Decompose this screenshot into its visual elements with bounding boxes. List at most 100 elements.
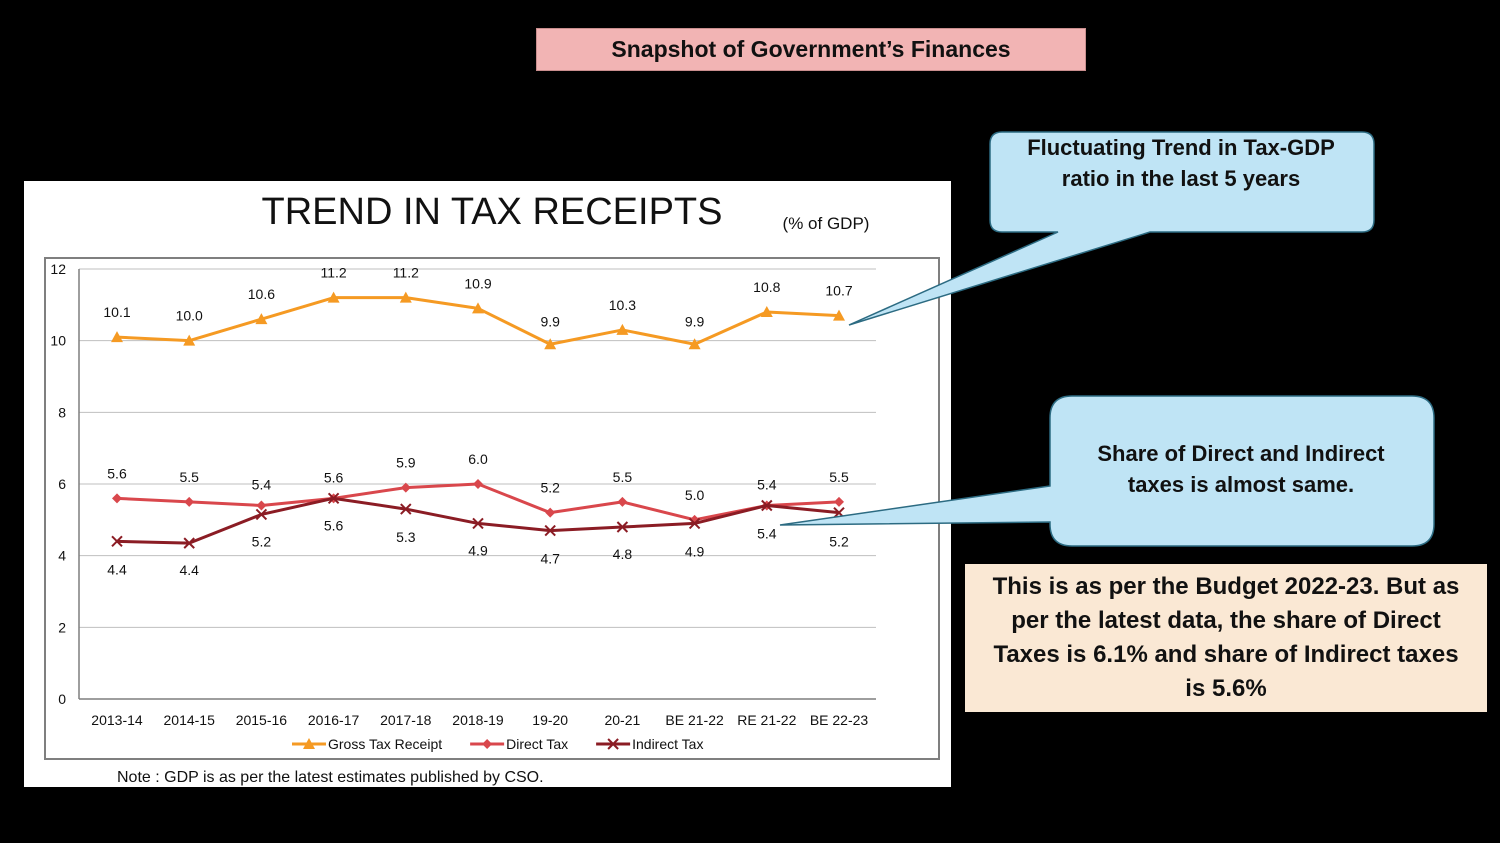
legend-swatch-marker <box>303 738 315 749</box>
x-tick-label: 2014-15 <box>164 712 216 728</box>
data-point <box>400 482 411 493</box>
data-point <box>834 496 844 507</box>
data-point <box>327 291 340 303</box>
x-tick-label: 19-20 <box>532 712 568 728</box>
data-label: 5.5 <box>829 469 849 485</box>
data-label: 9.9 <box>685 313 705 329</box>
callout-share-text: Share of Direct and Indirect taxes is al… <box>1097 441 1385 497</box>
y-tick-label: 6 <box>58 476 66 492</box>
data-point <box>256 500 267 511</box>
x-tick-label: BE 22-23 <box>810 712 869 728</box>
data-label: 11.2 <box>393 265 419 281</box>
data-label: 5.5 <box>179 469 199 485</box>
x-tick-label: 2015-16 <box>236 712 288 728</box>
data-point <box>183 537 195 549</box>
data-label: 4.9 <box>685 543 705 559</box>
chart-panel: TREND IN TAX RECEIPTS (% of GDP) 0 2 4 6 8 10… <box>24 181 951 787</box>
data-label: 5.2 <box>540 480 560 496</box>
y-tick-label: 0 <box>58 691 66 707</box>
data-label: 5.6 <box>324 517 344 533</box>
chart-title: TREND IN TAX RECEIPTS <box>262 191 723 233</box>
data-point <box>473 479 483 489</box>
data-label: 5.6 <box>324 469 344 485</box>
data-point <box>183 334 196 346</box>
x-tick-label: BE 21-22 <box>665 712 724 728</box>
x-tick-label: 2013-14 <box>91 712 143 728</box>
data-label: 5.5 <box>613 469 633 485</box>
data-label: 10.1 <box>103 304 130 320</box>
budget-note-text: This is as per the Budget 2022-23. But a… <box>992 573 1460 702</box>
data-label: 5.2 <box>829 534 849 550</box>
x-tick-label: 2018-19 <box>452 712 504 728</box>
data-point <box>688 517 701 530</box>
data-point <box>111 535 123 548</box>
page-title-banner: Snapshot of Government’s Finances <box>536 28 1086 71</box>
x-tick-label: 2016-17 <box>308 712 360 728</box>
data-label: 10.9 <box>464 275 491 291</box>
callout-bubble-share <box>779 395 1435 547</box>
data-point <box>544 338 557 350</box>
data-point <box>255 508 268 521</box>
data-label: 4.4 <box>107 561 127 577</box>
data-point <box>616 521 629 533</box>
data-point <box>833 309 845 321</box>
y-tick-label: 8 <box>58 404 66 420</box>
data-label: 4.7 <box>540 551 560 567</box>
data-label: 5.2 <box>252 533 272 549</box>
data-point <box>616 323 629 335</box>
data-label: 5.0 <box>685 487 705 503</box>
y-tick-label: 10 <box>50 333 66 349</box>
data-point <box>327 492 340 505</box>
data-point <box>760 306 773 317</box>
data-point <box>688 338 701 350</box>
data-label: 9.9 <box>540 313 560 329</box>
x-tick-label: 20-21 <box>604 712 640 728</box>
page-title: Snapshot of Government’s Finances <box>611 36 1011 62</box>
data-label: 6.0 <box>468 451 488 467</box>
data-label: 10.3 <box>609 297 636 313</box>
tax-receipts-chart: TREND IN TAX RECEIPTS (% of GDP) 0 2 4 6 8 10… <box>44 191 940 786</box>
data-point <box>472 517 484 530</box>
data-point <box>112 493 122 504</box>
data-point <box>761 499 773 512</box>
y-tick-label: 2 <box>58 619 66 635</box>
data-label: 11.2 <box>320 265 346 281</box>
data-label: 5.4 <box>757 477 777 493</box>
data-point <box>544 524 556 537</box>
data-label: 10.8 <box>753 279 780 295</box>
legend-label: Gross Tax Receipt <box>328 736 442 752</box>
data-point <box>111 331 123 343</box>
legend-label: Indirect Tax <box>632 736 703 752</box>
budget-note-box: This is as per the Budget 2022-23. But a… <box>965 564 1487 712</box>
data-label: 10.0 <box>176 308 203 324</box>
data-label: 5.4 <box>252 477 272 493</box>
data-point <box>400 503 412 515</box>
data-label: 4.9 <box>468 542 488 558</box>
data-label: 5.4 <box>757 526 777 542</box>
chart-unit-label: (% of GDP) <box>783 214 870 233</box>
callout-bubble-tax-gdp <box>848 131 1375 326</box>
y-tick-label: 12 <box>50 261 66 277</box>
data-label: 4.8 <box>613 546 633 562</box>
callout-tax-gdp: Fluctuating Trend in Tax-GDP ratio in th… <box>990 132 1372 194</box>
y-tick-label: 4 <box>58 548 66 564</box>
data-label: 4.4 <box>179 562 199 578</box>
data-label: 10.7 <box>825 283 852 299</box>
data-point <box>255 313 268 325</box>
x-tick-label: 2017-18 <box>380 712 432 728</box>
chart-note: Note : GDP is as per the latest estimate… <box>117 769 544 786</box>
data-point <box>472 302 484 314</box>
data-point <box>184 496 195 507</box>
legend-swatch-marker <box>607 738 619 750</box>
x-tick-label: RE 21-22 <box>737 712 796 728</box>
data-point <box>545 507 556 518</box>
callout-share: Share of Direct and Indirect taxes is al… <box>1050 436 1432 502</box>
data-point <box>617 496 628 507</box>
data-point <box>399 291 412 303</box>
data-label: 5.9 <box>396 455 416 471</box>
data-label: 10.6 <box>248 286 275 302</box>
data-point <box>689 514 700 525</box>
legend-label: Direct Tax <box>506 736 568 752</box>
callout-tax-gdp-text: Fluctuating Trend in Tax-GDP ratio in th… <box>1027 135 1335 191</box>
